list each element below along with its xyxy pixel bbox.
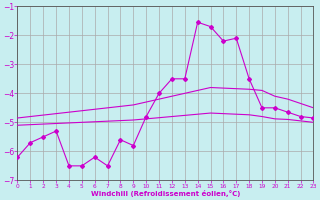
X-axis label: Windchill (Refroidissement éolien,°C): Windchill (Refroidissement éolien,°C) bbox=[91, 190, 240, 197]
